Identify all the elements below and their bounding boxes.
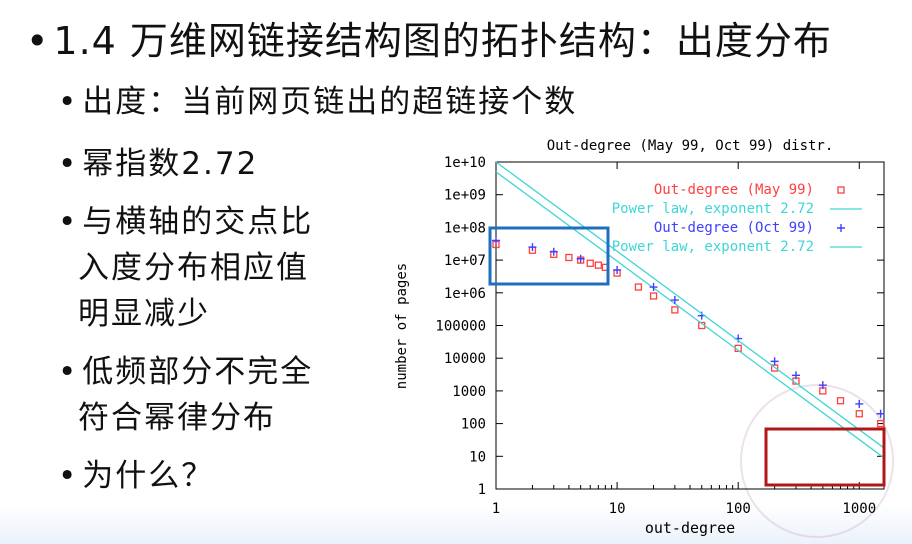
slide-title: • 1.4 万维网链接结构图的拓扑结构：出度分布 bbox=[26, 19, 832, 63]
y-tick-label: 10000 bbox=[444, 351, 486, 367]
bullet-why: • 为什么？ bbox=[58, 458, 215, 494]
oct99-point bbox=[528, 243, 537, 252]
bullet-intersection-line3: 明显减少 bbox=[78, 296, 210, 332]
oct99-point bbox=[613, 265, 622, 274]
x-tick-label: 10 bbox=[609, 501, 626, 517]
highlight-box-low-degree bbox=[488, 226, 610, 286]
chart-title: Out-degree (May 99, Oct 99) distr. bbox=[547, 138, 834, 154]
legend-plus-swatch bbox=[837, 224, 845, 232]
oct99-point bbox=[492, 236, 500, 245]
legend-label: Power law, exponent 2.72 bbox=[612, 239, 814, 255]
oct99-point bbox=[876, 409, 885, 418]
oct99-point bbox=[855, 399, 864, 408]
bullet-exponent: • 幂指数2.72 bbox=[58, 146, 259, 182]
x-tick-label: 100 bbox=[726, 501, 751, 517]
may99-point bbox=[586, 259, 594, 267]
oct99-point bbox=[791, 371, 800, 380]
y-tick-label: 10 bbox=[469, 449, 486, 465]
oct99-point bbox=[549, 247, 558, 256]
bullet-intersection-line2: 入度分布相应值 bbox=[78, 250, 309, 286]
may99-point bbox=[836, 397, 845, 405]
y-tick-label: 1e+06 bbox=[444, 286, 486, 302]
power-law-line-1 bbox=[495, 171, 885, 459]
may99-point bbox=[855, 410, 863, 418]
legend-label: Out-degree (May 99) bbox=[654, 182, 814, 198]
legend-label: Power law, exponent 2.72 bbox=[612, 201, 814, 217]
may99-point bbox=[565, 253, 573, 262]
oct99-point bbox=[670, 296, 679, 305]
may99-point bbox=[634, 283, 643, 291]
y-axis-label: number of pages bbox=[394, 263, 410, 389]
oct99-point bbox=[649, 283, 658, 292]
y-tick-label: 100 bbox=[461, 417, 486, 433]
may99-point bbox=[876, 419, 885, 428]
bullet-low-frequency: • 低频部分不完全 bbox=[58, 354, 314, 390]
watermark-seal bbox=[740, 384, 894, 538]
may99-point bbox=[649, 292, 658, 300]
legend-square-swatch bbox=[837, 186, 845, 194]
y-tick-label: 1e+10 bbox=[444, 155, 486, 171]
oct99-point bbox=[818, 381, 827, 390]
y-tick-label: 1 bbox=[478, 482, 486, 498]
bullet-out-degree: • 出度：当前网页链出的超链接个数 bbox=[58, 84, 578, 120]
bullet-intersection: • 与横轴的交点比 bbox=[58, 204, 314, 240]
oct99-point bbox=[770, 357, 779, 366]
x-tick-label: 1000 bbox=[842, 501, 876, 517]
out-degree-chart: Out-degree (May 99, Oct 99) distr. 1 10 100… bbox=[394, 138, 886, 537]
legend-label: Out-degree (Oct 99) bbox=[654, 220, 814, 236]
bullet-low-frequency-line2: 符合幂律分布 bbox=[78, 400, 276, 436]
y-tick-label: 100000 bbox=[435, 319, 486, 335]
highlight-box-high-degree bbox=[764, 427, 886, 487]
x-axis-label: out-degree bbox=[645, 519, 735, 537]
y-tick-label: 1e+07 bbox=[444, 253, 486, 269]
y-tick-label: 1e+08 bbox=[444, 220, 486, 236]
may99-point bbox=[671, 306, 679, 314]
x-tick-label: 1 bbox=[492, 501, 500, 517]
oct99-point bbox=[576, 254, 585, 263]
power-law-line-3 bbox=[495, 161, 885, 449]
y-tick-label: 1000 bbox=[452, 384, 486, 400]
may99-point bbox=[594, 261, 602, 269]
y-tick-label: 1e+09 bbox=[444, 188, 486, 204]
